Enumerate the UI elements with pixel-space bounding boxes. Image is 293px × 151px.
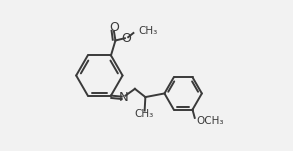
Text: N: N <box>119 91 129 104</box>
Text: CH₃: CH₃ <box>138 26 157 36</box>
Text: CH₃: CH₃ <box>134 109 154 119</box>
Text: OCH₃: OCH₃ <box>196 116 224 126</box>
Text: O: O <box>109 21 119 34</box>
Text: O: O <box>122 32 132 45</box>
